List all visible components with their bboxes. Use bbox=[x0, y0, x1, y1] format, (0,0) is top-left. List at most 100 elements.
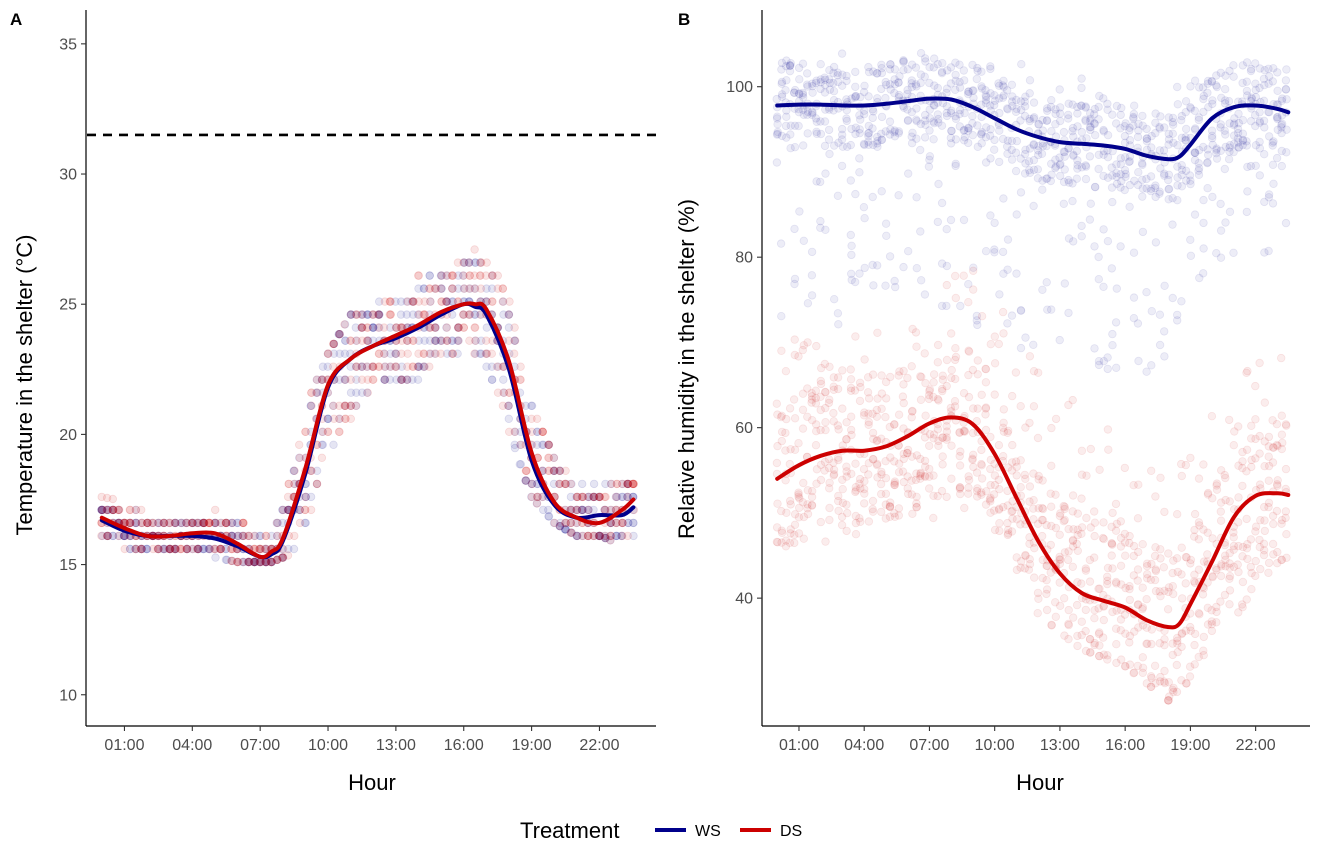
panel-a-ws-point bbox=[572, 531, 582, 541]
panel-b-ws-point bbox=[1168, 120, 1178, 129]
panel-b-ws-point bbox=[1146, 172, 1156, 181]
panel-a-ws-point bbox=[108, 505, 117, 515]
panel-b-ws-point bbox=[894, 191, 903, 200]
panel-a-ds-point bbox=[142, 518, 152, 528]
panel-a-y-tick-label: 10 bbox=[59, 687, 77, 704]
panel-b-ws-point bbox=[851, 123, 860, 132]
panel-b-ds-point bbox=[881, 412, 890, 422]
panel-a-ws-point bbox=[487, 284, 497, 293]
panel-b-ds-point bbox=[964, 346, 973, 355]
panel-a-ds-point bbox=[369, 310, 378, 319]
panel-a-ws-point bbox=[623, 479, 632, 489]
panel-a-ds-point bbox=[351, 401, 361, 410]
panel-a-ds-point bbox=[131, 505, 141, 515]
panel-b-ds-point bbox=[825, 503, 834, 513]
panel-a-ws-point bbox=[403, 375, 412, 384]
panel-b-ds-point bbox=[772, 458, 782, 468]
panel-b-ds-point bbox=[1025, 418, 1034, 428]
panel-b-ds-point bbox=[999, 405, 1008, 414]
panel-a-ds-point bbox=[578, 492, 587, 502]
panel-a-ds-point bbox=[573, 531, 582, 541]
panel-a-ds-point bbox=[561, 466, 570, 475]
panel-b-ws-point bbox=[773, 127, 782, 137]
panel-b-ws-point bbox=[873, 136, 882, 146]
panel-b-ds-point bbox=[1025, 482, 1035, 491]
panel-a-ds-point bbox=[476, 271, 485, 280]
panel-b-ws-point bbox=[907, 132, 916, 141]
panel-a-ds-point bbox=[459, 271, 468, 280]
panel-a-ws-point bbox=[216, 544, 225, 554]
panel-b-ds-point bbox=[794, 439, 803, 448]
panel-b-ds-point bbox=[1086, 444, 1095, 454]
panel-b-ds-point bbox=[1199, 646, 1208, 655]
panel-b-ws-point bbox=[1273, 86, 1282, 95]
panel-b-ds-point bbox=[1212, 618, 1221, 627]
panel-b-ds-point bbox=[1242, 595, 1251, 604]
panel-a-ds-point bbox=[284, 479, 293, 489]
panel-b-ds-point bbox=[833, 384, 843, 394]
panel-a-ws-point bbox=[211, 518, 220, 528]
panel-b-ds-point bbox=[907, 362, 916, 371]
panel-b-ds-point bbox=[1216, 516, 1226, 525]
panel-b-ws-point bbox=[899, 65, 908, 75]
panel-a-ds-point bbox=[397, 375, 406, 384]
panel-a-ds-point bbox=[312, 375, 322, 384]
panel-b-ws-point bbox=[946, 215, 956, 225]
panel-b-ds-point bbox=[1225, 497, 1234, 506]
panel-b-ds-point bbox=[1125, 638, 1134, 647]
panel-b-ds-point bbox=[821, 537, 830, 546]
panel-b-ws-point bbox=[1203, 158, 1212, 167]
panel-a-ws-point bbox=[420, 362, 429, 371]
panel-a-ds-point bbox=[527, 427, 536, 436]
panel-b-ds-point bbox=[938, 452, 947, 461]
panel-b-ds-point bbox=[999, 418, 1008, 427]
panel-b-ws-point bbox=[1116, 110, 1125, 120]
panel-a-ws-point bbox=[589, 492, 598, 502]
panel-a-ds-point bbox=[188, 518, 197, 528]
panel-a-ds-point bbox=[408, 336, 418, 345]
panel-b-ws-point bbox=[899, 57, 908, 67]
panel-b-ds-point bbox=[886, 372, 895, 382]
panel-a-ds-point bbox=[323, 427, 332, 436]
panel-a-ds-point bbox=[414, 349, 423, 358]
panel-b-ds-point bbox=[1264, 432, 1274, 442]
panel-a-ws-point bbox=[357, 323, 366, 332]
panel-a-ds-point bbox=[408, 362, 418, 371]
panel-b-ds-point bbox=[942, 355, 952, 365]
panel-b-ds-point bbox=[955, 461, 965, 470]
panel-a-y-axis-title: Temperature in the shelter (°C) bbox=[12, 234, 37, 535]
panel-a-ds-point bbox=[307, 388, 316, 397]
panel-a-ws-point bbox=[584, 492, 593, 502]
panel-a-ds-point bbox=[278, 553, 288, 562]
panel-a-ws-point bbox=[346, 310, 355, 319]
panel-a-ws-point bbox=[595, 531, 604, 541]
panel-b-ds-point bbox=[890, 479, 899, 488]
panel-a-ds-point bbox=[227, 556, 236, 566]
panel-b-ds-point bbox=[1277, 444, 1286, 454]
panel-a-ds-point bbox=[199, 518, 209, 528]
panel-a-ws-point bbox=[250, 557, 259, 567]
panel-a-ds-point bbox=[471, 336, 480, 345]
panel-b-ws-point bbox=[825, 85, 835, 94]
panel-b-ds-point bbox=[847, 469, 856, 478]
panel-b-ws-point bbox=[829, 62, 839, 72]
panel-a-ws-point bbox=[233, 518, 242, 528]
panel-b-ds-point bbox=[990, 359, 1000, 368]
panel-a-ws-point bbox=[573, 531, 582, 541]
panel-a-ws-point bbox=[369, 323, 378, 332]
panel-a-ws-point bbox=[244, 557, 253, 567]
panel-b-ws-point bbox=[830, 141, 839, 150]
panel-b-ds-point bbox=[1008, 391, 1017, 401]
panel-a-ds-point bbox=[170, 518, 180, 528]
panel-a-ws-point bbox=[137, 544, 147, 554]
panel-b-ds-point bbox=[890, 420, 899, 429]
panel-a-ws-point bbox=[289, 466, 299, 475]
panel-a-ws-point bbox=[352, 375, 361, 384]
panel-b-ws-point bbox=[1007, 155, 1017, 164]
panel-a-ws-point bbox=[357, 310, 366, 319]
panel-b-ws-point bbox=[912, 134, 921, 143]
panel-b-ds-point bbox=[803, 338, 812, 347]
panel-a-ws-point bbox=[375, 323, 384, 332]
panel-b-ds-point bbox=[1190, 660, 1199, 669]
panel-b-ws-point bbox=[907, 107, 916, 117]
